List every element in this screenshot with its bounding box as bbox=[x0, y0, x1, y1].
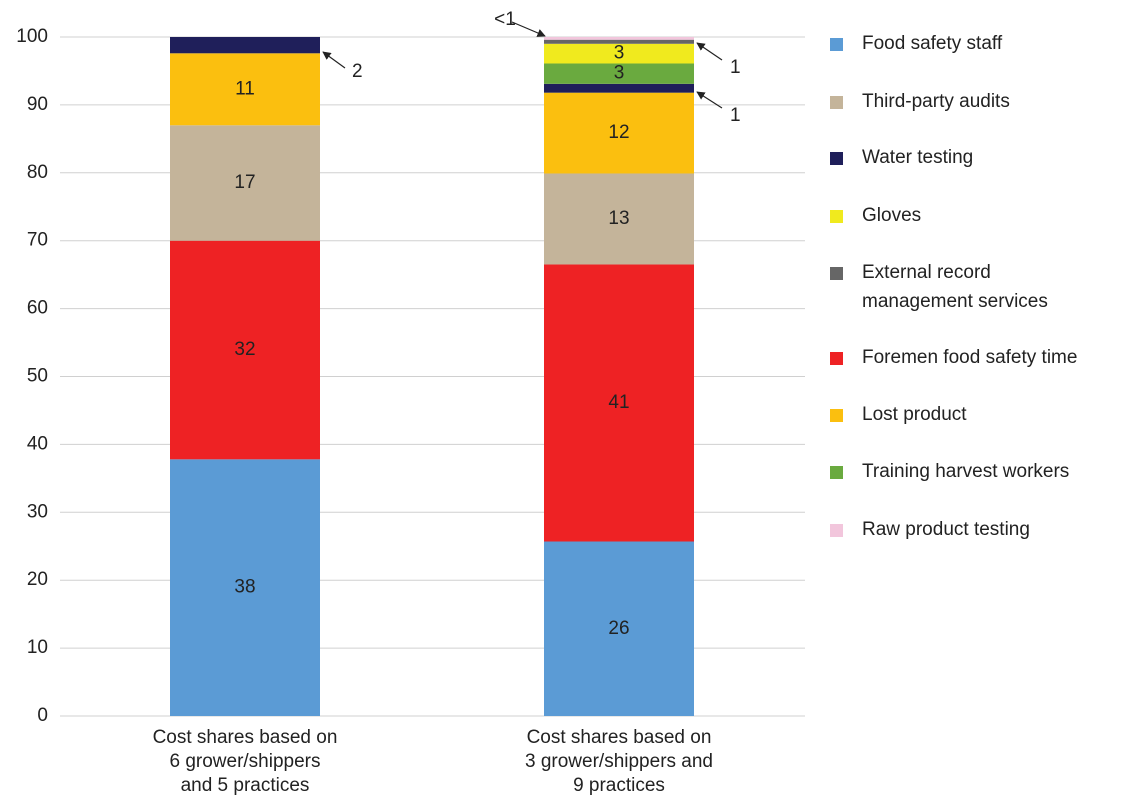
callout-arrow bbox=[322, 51, 346, 69]
legend-swatch bbox=[830, 152, 843, 165]
x-tick-label: Cost shares based on 6 grower/shippers and… bbox=[153, 727, 338, 796]
legend-label: Third-party audits bbox=[862, 91, 1010, 112]
y-tick-label: 0 bbox=[37, 705, 48, 726]
value-label: 38 bbox=[234, 577, 255, 598]
y-tick-label: 60 bbox=[27, 298, 48, 319]
y-tick-label: 90 bbox=[27, 94, 48, 115]
legend-swatch bbox=[830, 524, 843, 537]
x-tick-label: Cost shares based on 3 grower/shippers an… bbox=[525, 727, 713, 796]
value-label: 26 bbox=[608, 618, 629, 639]
callout-arrow bbox=[696, 42, 723, 61]
bar-segment bbox=[544, 43, 694, 64]
y-tick-label: 10 bbox=[27, 637, 48, 658]
value-label: 3 bbox=[614, 43, 625, 64]
bar-segment bbox=[544, 63, 694, 84]
bar-segment bbox=[544, 173, 694, 265]
bar-segment bbox=[170, 37, 320, 54]
y-tick-label: 20 bbox=[27, 569, 48, 590]
value-label: 12 bbox=[608, 122, 629, 143]
bar-segment bbox=[544, 264, 694, 542]
value-label: 41 bbox=[608, 392, 629, 413]
value-label: 32 bbox=[234, 339, 255, 360]
legend-swatch bbox=[830, 267, 843, 280]
value-label: <1 bbox=[494, 9, 516, 30]
y-tick-label: 80 bbox=[27, 162, 48, 183]
legend-swatch bbox=[830, 409, 843, 422]
bar-segment bbox=[544, 83, 694, 93]
legend-label: Training harvest workers bbox=[862, 461, 1069, 482]
legend-label: Raw product testing bbox=[862, 519, 1030, 540]
y-tick-label: 30 bbox=[27, 501, 48, 522]
value-label: 1 bbox=[730, 57, 741, 78]
legend-swatch bbox=[830, 466, 843, 479]
legend-label: Water testing bbox=[862, 147, 973, 168]
legend-label: Food safety staff bbox=[862, 33, 1003, 54]
legend-swatch bbox=[830, 38, 843, 51]
value-label: 3 bbox=[614, 63, 625, 84]
y-tick-label: 100 bbox=[16, 26, 48, 47]
value-label: 17 bbox=[234, 172, 255, 193]
y-tick-label: 50 bbox=[27, 366, 48, 387]
y-tick-label: 40 bbox=[27, 433, 48, 454]
callout-arrow bbox=[511, 21, 546, 37]
bar-segment bbox=[170, 240, 320, 460]
legend-swatch bbox=[830, 96, 843, 109]
bar-segment bbox=[544, 541, 694, 716]
value-label: 11 bbox=[235, 78, 255, 99]
legend-swatch bbox=[830, 210, 843, 223]
value-label: 13 bbox=[608, 208, 629, 229]
bar-segment bbox=[170, 459, 320, 716]
bar-segment bbox=[544, 92, 694, 174]
bar-segment bbox=[170, 125, 320, 241]
bar-segment bbox=[170, 53, 320, 126]
legend-swatch bbox=[830, 352, 843, 365]
bar-segment bbox=[544, 37, 694, 40]
value-label: 1 bbox=[730, 105, 741, 126]
callout-arrow bbox=[696, 91, 723, 109]
legend-label: Gloves bbox=[862, 205, 921, 226]
legend-label: Foremen food safety time bbox=[862, 347, 1077, 368]
value-label: 2 bbox=[352, 61, 363, 82]
legend-label: Lost product bbox=[862, 404, 967, 425]
legend-label: External record management services bbox=[862, 262, 1048, 312]
bar-segment bbox=[544, 39, 694, 44]
y-tick-label: 70 bbox=[27, 230, 48, 251]
